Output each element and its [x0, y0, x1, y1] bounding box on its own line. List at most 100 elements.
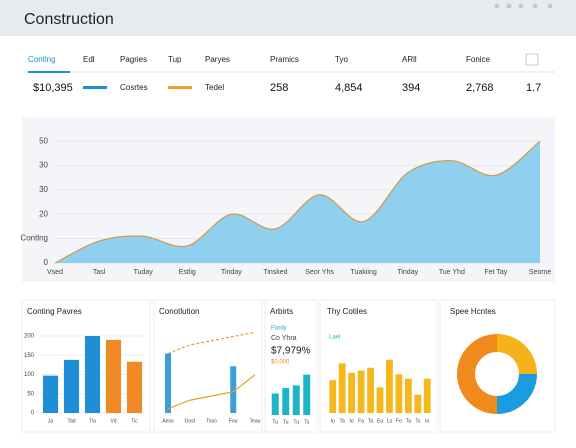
y-tick-label: 30	[39, 161, 48, 170]
stat-value: Tedel	[205, 83, 224, 92]
x-tick-label: Ta	[406, 418, 412, 424]
x-tick-label: Estlig	[179, 269, 196, 276]
x-tick-label: Ta	[340, 418, 346, 424]
header-bar	[0, 0, 576, 36]
line	[167, 374, 256, 410]
bar	[165, 353, 171, 413]
kpi-sublabel: Co Yhra	[271, 335, 297, 342]
x-tick-label: Fa	[358, 418, 364, 424]
x-tick-label: Ts	[415, 418, 421, 424]
y-tick-label: 30	[39, 185, 48, 194]
x-tick-label: Ja	[48, 418, 54, 424]
settings-icon[interactable]	[525, 53, 539, 66]
x-tick-label: Io	[350, 418, 354, 424]
x-tick-label: Teau	[250, 418, 261, 424]
x-tick-label: Tuday	[134, 269, 154, 276]
area-line	[54, 140, 541, 264]
x-tick-label: Tasl	[93, 269, 106, 276]
panel-subtitle: Lael	[329, 335, 340, 341]
bar	[292, 385, 300, 415]
stat-header: Contlng	[28, 55, 56, 64]
area	[55, 141, 540, 263]
x-tick-label: Tia	[89, 418, 96, 424]
y-tick-label: 50	[39, 136, 48, 145]
x-tick-label: Tu	[293, 419, 299, 425]
panel-title: Conting Pavres	[27, 307, 82, 316]
x-tick-label: Tuakiing	[351, 269, 377, 276]
y-tick-label: 150	[24, 353, 35, 359]
window-icons	[494, 3, 553, 9]
x-tick-label: Aeso	[162, 418, 174, 424]
stat-header: Pramics	[270, 55, 299, 64]
x-tick-label: Toso	[206, 418, 217, 424]
y-tick-label: Contlng	[20, 234, 48, 243]
bar	[386, 359, 393, 413]
bar	[404, 378, 412, 413]
bar	[414, 394, 422, 413]
x-tick-label: Ea	[377, 418, 383, 424]
bar	[367, 367, 374, 413]
kpi-label: Pardy	[271, 326, 287, 332]
bar	[423, 378, 431, 413]
y-tick-label: 20	[39, 209, 48, 218]
x-tick-label: Fet Tay	[484, 269, 507, 276]
x-tick-label: Ts	[304, 419, 310, 425]
x-tick-label: Gost	[184, 418, 195, 424]
bar	[230, 366, 237, 413]
panel-title: Thy Cotiles	[327, 307, 367, 316]
bar	[376, 387, 384, 413]
kpi-value: $7,979%	[271, 346, 311, 357]
stat-value: 1.7	[526, 82, 541, 94]
x-tick-label: Tad	[67, 418, 75, 424]
x-tick-label: Tue Yhd	[439, 269, 465, 276]
y-tick-label: 0	[31, 411, 35, 417]
panel-title: Arbirts	[270, 307, 293, 316]
icon[interactable]	[506, 3, 512, 9]
icon[interactable]	[518, 3, 524, 9]
kpi-note: $0,000	[271, 360, 290, 366]
stat-value: 2,768	[466, 82, 494, 94]
stat-header: Tup	[168, 55, 182, 64]
x-tick-label: Tinsked	[263, 269, 287, 276]
pie-slice	[457, 334, 497, 414]
legend-swatch	[168, 86, 192, 89]
x-tick-label: Seome	[529, 269, 551, 276]
x-tick-label: Vd	[110, 418, 116, 424]
stat-header: Tyo	[335, 55, 348, 64]
x-tick-label: Io	[331, 418, 335, 424]
icon[interactable]	[547, 3, 553, 9]
stat-header: Paryes	[205, 55, 230, 64]
y-tick-label: 200	[24, 334, 35, 340]
bar	[42, 375, 59, 413]
panel	[153, 299, 263, 433]
icon[interactable]	[494, 3, 500, 9]
bar	[105, 339, 122, 413]
bar	[395, 374, 403, 413]
x-tick-label: Seor Yhs	[305, 269, 334, 276]
y-tick-label: 100	[24, 372, 35, 378]
stat-value: Cosrtes	[120, 83, 148, 92]
stat-header: Fonice	[466, 55, 491, 64]
bar	[303, 374, 311, 415]
bar	[271, 393, 279, 415]
stat-header: ARll	[402, 55, 417, 64]
stat-value: 258	[270, 82, 288, 94]
x-tick-label: Tinday	[221, 269, 242, 276]
panel-title: Spee Hcntes	[450, 307, 496, 316]
bar	[282, 388, 290, 415]
bar	[329, 380, 337, 413]
x-tick-label: Fou	[229, 418, 238, 424]
pie-slice	[497, 334, 537, 374]
bar	[338, 363, 346, 413]
stat-header: Pagries	[120, 55, 147, 64]
bar	[357, 370, 365, 413]
line	[167, 331, 256, 355]
stat-value: $10,395	[33, 82, 73, 94]
icon[interactable]	[532, 3, 538, 9]
y-tick-label: 50	[27, 391, 34, 397]
y-tick-label: 0	[44, 258, 49, 267]
x-tick-label: Tic	[131, 418, 138, 424]
x-tick-label: Tinday	[397, 269, 418, 276]
bar	[348, 372, 356, 413]
x-tick-label: Fo	[396, 418, 402, 424]
